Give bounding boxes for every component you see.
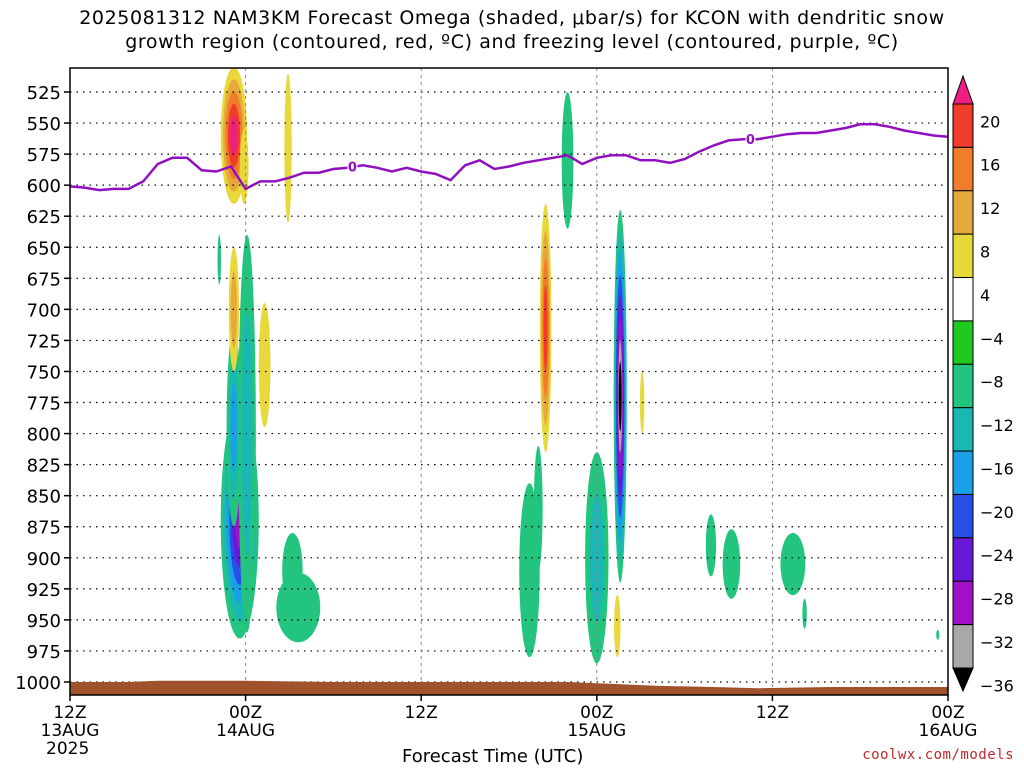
colorbar-band-8	[952, 407, 974, 452]
y-tick-label-850: 850	[27, 487, 61, 508]
y-tick-label-900: 900	[27, 549, 61, 570]
colorbar-bottom-arrow	[952, 667, 974, 693]
colorbar-label-3: 8	[980, 243, 990, 262]
chart-title: 2025081312 NAM3KM Forecast Omega (shaded…	[0, 6, 1024, 54]
omega-shade-16-7	[618, 361, 622, 431]
y-tick-label-775: 775	[27, 394, 61, 415]
colorbar-band-2	[952, 146, 974, 192]
colorbar-label-7: −12	[980, 416, 1014, 435]
y-tick-label-800: 800	[27, 425, 61, 446]
plot-content	[217, 68, 940, 664]
colorbar-label-12: −32	[980, 633, 1014, 652]
colorbar-label-4: 4	[980, 286, 990, 305]
omega-shade-7-0	[284, 73, 292, 223]
site-credit: coolwx.com/models	[862, 747, 1014, 763]
omega-shade-21-0	[780, 532, 806, 596]
freezing-level-label-bg-1	[745, 131, 756, 146]
colorbar-label-6: −8	[980, 373, 1004, 392]
colorbar-band-13	[952, 624, 974, 669]
colorbar-band-7	[952, 363, 974, 409]
freezing-level-layer: 00	[69, 123, 949, 192]
y-tick-label-625: 625	[27, 207, 61, 228]
omega-shade-17-0	[614, 595, 621, 658]
freezing-level-line	[69, 123, 949, 192]
omega-shade-19-0	[705, 514, 717, 577]
omega-shade-11-0	[561, 92, 574, 229]
colorbar-label-9: −20	[980, 503, 1014, 522]
y-tick-label-600: 600	[27, 176, 61, 197]
colorbar-band-4	[952, 233, 974, 279]
x-tick-label-12-1: 14AUG	[216, 721, 275, 741]
y-tick-label-650: 650	[27, 238, 61, 259]
colorbar-band-11	[952, 537, 974, 582]
y-tick-label-825: 825	[27, 456, 61, 477]
y-axis: 525 550 575 600 625 650 675 700 725 750 775 800 825 8…	[15, 83, 70, 694]
x-tick-label-0-1: 13AUG	[41, 721, 100, 741]
y-tick-label-750: 750	[27, 362, 61, 383]
omega-shade-2-1	[241, 311, 253, 556]
y-tick-label-700: 700	[27, 300, 61, 321]
x-tick-label-60-1: 16AUG	[919, 721, 978, 741]
freezing-level-label-1: 0	[746, 133, 755, 148]
x-tick-label-36-1: 15AUG	[567, 721, 626, 741]
colorbar-label-11: −28	[980, 590, 1014, 609]
x-tick-label-36-0: 00Z	[580, 703, 613, 723]
terrain-layer	[70, 680, 948, 695]
terrain-fill	[70, 680, 948, 695]
omega-shade-5-4	[230, 115, 238, 155]
omega-shade-9-0	[258, 303, 271, 428]
colorbar-band-10	[952, 493, 974, 539]
x-tick-label-60-0: 00Z	[931, 703, 964, 723]
y-tick-label-1000: 1000	[15, 673, 61, 694]
colorbar-band-5	[952, 277, 974, 322]
colorbar-label-8: −16	[980, 459, 1014, 478]
y-tick-label-950: 950	[27, 611, 61, 632]
freezing-level-label-0: 0	[348, 161, 357, 176]
omega-shade-10-0	[217, 234, 222, 285]
grid-lines	[70, 68, 948, 695]
y-tick-label-525: 525	[27, 83, 61, 104]
x-tick-label-24-0: 12Z	[405, 703, 438, 723]
colorbar-band-6	[952, 320, 974, 365]
colorbar-label-1: 16	[980, 156, 1000, 175]
y-tick-label-575: 575	[27, 145, 61, 166]
colorbar-label-2: 12	[980, 199, 1000, 218]
omega-shade-14-0	[533, 446, 543, 571]
omega-shade-23-0	[936, 629, 940, 640]
chart-title-line-1: 2025081312 NAM3KM Forecast Omega (shaded…	[79, 7, 945, 29]
omega-shade-6-0	[239, 129, 249, 204]
omega-shade-4-0	[282, 532, 303, 608]
colorbar-label-0: 20	[980, 112, 1000, 131]
omega-shade-12-3	[543, 284, 548, 372]
y-tick-label-875: 875	[27, 518, 61, 539]
x-tick-label-48-0: 12Z	[756, 703, 789, 723]
x-tick-label-12-0: 00Z	[229, 703, 262, 723]
colorbar-band-9	[952, 450, 974, 495]
omega-shade-20-0	[722, 529, 741, 599]
colorbar-label-5: −4	[980, 329, 1004, 348]
y-tick-label-550: 550	[27, 114, 61, 135]
omega-shade-22-0	[802, 598, 807, 629]
x-axis-label: Forecast Time (UTC)	[402, 746, 584, 767]
plot-frame	[69, 67, 949, 696]
x-tick-label-0-0: 12Z	[53, 703, 86, 723]
colorbar-top-arrow	[952, 74, 974, 105]
y-tick-label-925: 925	[27, 580, 61, 601]
colorbar: 20 16 12 8 4 −4 −8 −12 −16 −20 −24 −28 −32 −36	[952, 74, 1014, 695]
x-tick-label-0-2: 2025	[46, 739, 89, 759]
y-tick-label-675: 675	[27, 269, 61, 290]
colorbar-label-10: −24	[980, 546, 1014, 565]
chart-title-line-2: growth region (contoured, red, ºC) and f…	[125, 31, 899, 53]
colorbar-band-12	[952, 580, 974, 626]
omega-shade-1-2	[230, 383, 238, 472]
colorbar-label-13: −36	[980, 676, 1014, 695]
colorbar-band-3	[952, 190, 974, 235]
colorbar-band-1	[952, 103, 974, 148]
freezing-level-label-bg-0	[347, 158, 358, 173]
y-tick-label-975: 975	[27, 642, 61, 663]
y-tick-label-725: 725	[27, 331, 61, 352]
